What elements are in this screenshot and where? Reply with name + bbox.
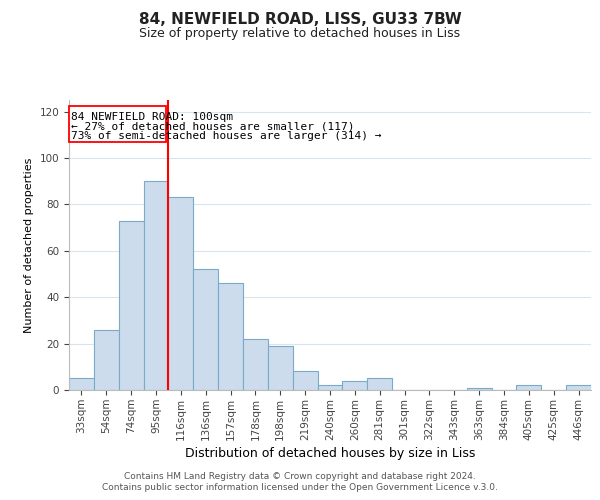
Bar [169, 198, 193, 390]
Text: Size of property relative to detached houses in Liss: Size of property relative to detached ho… [139, 28, 461, 40]
Text: Contains HM Land Registry data © Crown copyright and database right 2024.: Contains HM Land Registry data © Crown c… [124, 472, 476, 481]
Bar [193, 270, 218, 390]
FancyBboxPatch shape [70, 106, 166, 142]
Bar [119, 220, 143, 390]
Bar [367, 378, 392, 390]
Text: 73% of semi-detached houses are larger (314) →: 73% of semi-detached houses are larger (… [71, 130, 381, 140]
Bar [243, 339, 268, 390]
Bar [143, 181, 169, 390]
Y-axis label: Number of detached properties: Number of detached properties [24, 158, 34, 332]
Bar [343, 380, 367, 390]
Bar [317, 386, 343, 390]
Bar [94, 330, 119, 390]
Text: 84 NEWFIELD ROAD: 100sqm: 84 NEWFIELD ROAD: 100sqm [71, 112, 233, 122]
Bar [69, 378, 94, 390]
Bar [293, 372, 317, 390]
Bar [566, 386, 591, 390]
Bar [517, 386, 541, 390]
X-axis label: Distribution of detached houses by size in Liss: Distribution of detached houses by size … [185, 446, 475, 460]
Text: Contains public sector information licensed under the Open Government Licence v.: Contains public sector information licen… [102, 484, 498, 492]
Bar [467, 388, 491, 390]
Bar [268, 346, 293, 390]
Text: 84, NEWFIELD ROAD, LISS, GU33 7BW: 84, NEWFIELD ROAD, LISS, GU33 7BW [139, 12, 461, 28]
Text: ← 27% of detached houses are smaller (117): ← 27% of detached houses are smaller (11… [71, 122, 354, 132]
Bar [218, 284, 243, 390]
